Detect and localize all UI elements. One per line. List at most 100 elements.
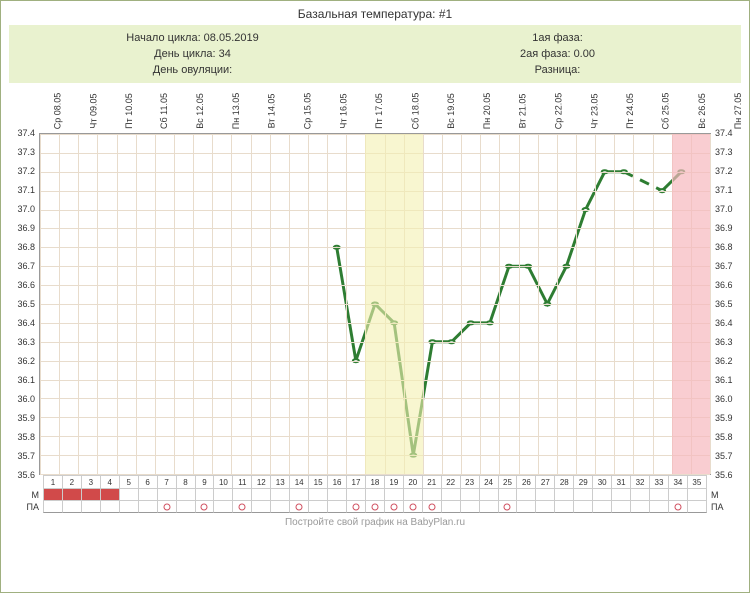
m-cell [157, 489, 176, 501]
y-tick-label: 35.6 [715, 470, 733, 480]
pa-cell [668, 501, 687, 513]
info-line: Начало цикла: 08.05.2019 [10, 30, 375, 46]
day-number: 3 [81, 475, 100, 489]
day-number: 1 [43, 475, 62, 489]
day-number: 24 [479, 475, 498, 489]
y-tick-label: 36.4 [17, 318, 35, 328]
chart-frame: Базальная температура: #1 Начало цикла: … [0, 0, 750, 593]
m-cell [327, 489, 346, 501]
pa-cell [403, 501, 422, 513]
day-number: 14 [289, 475, 308, 489]
day-number: 8 [176, 475, 195, 489]
day-number-row: 1234567891011121314151617181920212223242… [9, 475, 741, 489]
m-row: М М [9, 489, 741, 501]
m-cell [573, 489, 592, 501]
footer-text: Постройте свой график на BabyPlan.ru [9, 517, 741, 528]
pa-cell [195, 501, 214, 513]
day-number: 26 [516, 475, 535, 489]
day-number: 25 [498, 475, 517, 489]
m-cell [232, 489, 251, 501]
highlight-band [672, 134, 710, 474]
pa-cell [251, 501, 270, 513]
pa-cell [327, 501, 346, 513]
pa-cell [535, 501, 554, 513]
pa-marker-icon [428, 503, 435, 510]
m-cell [479, 489, 498, 501]
pa-cell [365, 501, 384, 513]
m-cell [554, 489, 573, 501]
pa-cell [157, 501, 176, 513]
m-cell [119, 489, 138, 501]
pa-cell [460, 501, 479, 513]
pa-marker-icon [296, 503, 303, 510]
day-number: 4 [100, 475, 119, 489]
pa-cell [611, 501, 630, 513]
y-tick-label: 36.5 [715, 299, 733, 309]
m-cell [43, 489, 62, 501]
day-number: 21 [422, 475, 441, 489]
info-line: 1ая фаза: [375, 30, 740, 46]
day-number: 10 [213, 475, 232, 489]
m-cell [138, 489, 157, 501]
y-tick-label: 36.5 [17, 299, 35, 309]
y-tick-label: 37.1 [17, 185, 35, 195]
day-number: 18 [365, 475, 384, 489]
pa-cell [516, 501, 535, 513]
y-tick-label: 36.2 [715, 356, 733, 366]
pa-cell [176, 501, 195, 513]
pa-cell [346, 501, 365, 513]
info-box: Начало цикла: 08.05.2019 День цикла: 34 … [9, 25, 741, 83]
y-tick-label: 35.9 [17, 413, 35, 423]
day-number: 2 [62, 475, 81, 489]
pa-cell [81, 501, 100, 513]
m-cell [460, 489, 479, 501]
m-cell [668, 489, 687, 501]
m-cell [687, 489, 707, 501]
day-number: 7 [157, 475, 176, 489]
pa-cell [630, 501, 649, 513]
y-tick-label: 35.7 [17, 451, 35, 461]
y-tick-label: 35.7 [715, 451, 733, 461]
day-number: 30 [592, 475, 611, 489]
pa-label: ПА [9, 501, 43, 513]
y-tick-label: 36.3 [17, 337, 35, 347]
pa-cell [43, 501, 62, 513]
day-number: 31 [611, 475, 630, 489]
y-tick-label: 37.1 [715, 185, 733, 195]
highlight-band [365, 134, 422, 474]
pa-marker-icon [674, 503, 681, 510]
day-number: 28 [554, 475, 573, 489]
pa-cell [498, 501, 517, 513]
y-tick-label: 36.6 [715, 280, 733, 290]
m-cell [195, 489, 214, 501]
y-tick-label: 37.0 [17, 204, 35, 214]
y-tick-label: 36.3 [715, 337, 733, 347]
m-cell [611, 489, 630, 501]
y-tick-label: 37.2 [17, 166, 35, 176]
day-number: 17 [346, 475, 365, 489]
pa-cell [479, 501, 498, 513]
pa-cell [62, 501, 81, 513]
plot-area [39, 133, 711, 475]
m-cell [289, 489, 308, 501]
pa-marker-icon [371, 503, 378, 510]
m-cell [498, 489, 517, 501]
day-number: 15 [308, 475, 327, 489]
day-number: 34 [668, 475, 687, 489]
day-number: 12 [251, 475, 270, 489]
info-line: День цикла: 34 [10, 46, 375, 62]
pa-cell [213, 501, 232, 513]
pa-cell [554, 501, 573, 513]
info-line: 2ая фаза: 0.00 [375, 46, 740, 62]
day-number: 13 [270, 475, 289, 489]
m-cell [516, 489, 535, 501]
day-number: 22 [441, 475, 460, 489]
pa-marker-icon [504, 503, 511, 510]
pa-cell [100, 501, 119, 513]
y-tick-label: 36.0 [715, 394, 733, 404]
info-line: Разница: [375, 62, 740, 78]
y-tick-label: 37.0 [715, 204, 733, 214]
pa-marker-icon [409, 503, 416, 510]
y-tick-label: 36.9 [715, 223, 733, 233]
pa-cell [384, 501, 403, 513]
